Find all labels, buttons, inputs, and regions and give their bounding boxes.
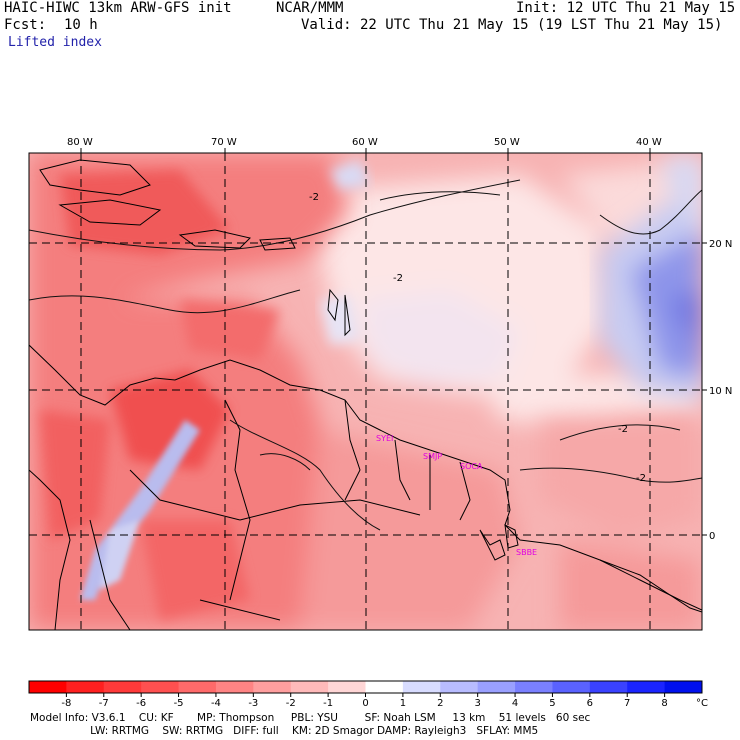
colorbar-swatch [215, 681, 254, 693]
colorbar-swatch [477, 681, 516, 693]
field-shading [29, 153, 702, 630]
station-labels: SYEI SMJP SOCA SBBE [376, 434, 537, 557]
colorbar-tick-label: -8 [61, 698, 71, 709]
forecast-hours: 10 h [64, 17, 98, 33]
contour-label: -2 [636, 473, 646, 484]
colorbar-tick-label: 6 [587, 698, 593, 709]
colorbar-swatch [365, 681, 404, 693]
colorbar-swatch [178, 681, 217, 693]
colorbar-tick-label: 5 [549, 698, 555, 709]
station-label: SYEI [376, 434, 393, 443]
model-info-line-1: Model Info: V3.6.1 CU: KF MP: Thompson P… [30, 712, 591, 724]
colorbar-swatch [290, 681, 329, 693]
contour-labels: -2 -2 -2 -2 [309, 192, 646, 484]
contour-label: -2 [393, 273, 403, 284]
colorbar-tick-label: 1 [400, 698, 406, 709]
colorbar-tick-label: -7 [99, 698, 109, 709]
colorbar: -8 -7 -6 -5 -4 -3 -2 -1 0 1 2 3 4 5 6 7 8 °C [28, 680, 708, 709]
longitude-labels: 80 W 70 W 60 W 50 W 40 W [67, 137, 662, 148]
station-label: SBBE [516, 548, 537, 557]
colorbar-tick-label: -3 [248, 698, 258, 709]
init-time: Init: 12 UTC Thu 21 May 15 [516, 0, 736, 16]
contour-label: -2 [618, 424, 628, 435]
lon-label: 70 W [211, 137, 237, 148]
colorbar-swatch [440, 681, 479, 693]
colorbar-tick-label: 2 [437, 698, 443, 709]
field-name: Lifted index [8, 35, 102, 50]
colorbar-tick-label: -6 [136, 698, 146, 709]
colorbar-unit: °C [696, 698, 708, 709]
colorbar-swatch [141, 681, 180, 693]
colorbar-tick-label: 8 [661, 698, 667, 709]
colorbar-swatch [66, 681, 105, 693]
lat-label: 0 [709, 531, 715, 542]
contour-label: -2 [309, 192, 319, 203]
colorbar-tick-label: -5 [174, 698, 184, 709]
colorbar-swatch [253, 681, 292, 693]
lat-label: 20 N [709, 239, 732, 250]
model-info-line-2: LW: RRTMG SW: RRTMG DIFF: full KM: 2D Sm… [30, 725, 539, 737]
colorbar-tick-label: -4 [211, 698, 221, 709]
colorbar-tick-label: 7 [624, 698, 630, 709]
coastlines [29, 159, 702, 630]
colorbar-swatch [515, 681, 553, 693]
organization: NCAR/MMM [276, 0, 344, 16]
model-title: HAIC-HIWC 13km ARW-GFS init [4, 0, 232, 16]
colorbar-tick-label: 0 [362, 698, 368, 709]
colorbar-swatch [402, 681, 441, 693]
colorbar-tick-label: 3 [474, 698, 480, 709]
colorbar-tick-label: 4 [512, 698, 518, 709]
colorbar-swatch [627, 681, 666, 693]
colorbar-tick-label: -1 [323, 698, 333, 709]
lon-label: 80 W [67, 137, 93, 148]
colorbar-swatch [664, 681, 703, 693]
lat-label: 10 N [709, 386, 732, 397]
latitude-labels: 20 N 10 N 0 [709, 239, 732, 542]
colorbar-swatch [328, 681, 366, 693]
colorbar-swatch [29, 681, 67, 693]
lon-label: 50 W [494, 137, 520, 148]
colorbar-swatch [103, 681, 142, 693]
colorbar-swatch [589, 681, 628, 693]
forecast-label: Fcst: [4, 17, 47, 33]
lon-label: 60 W [352, 137, 378, 148]
lon-label: 40 W [636, 137, 662, 148]
tick-marks [80, 148, 707, 536]
valid-time: Valid: 22 UTC Thu 21 May 15 (19 LST Thu … [301, 17, 723, 33]
station-label: SOCA [460, 462, 483, 471]
graticule [29, 153, 702, 630]
colorbar-tick-label: -2 [286, 698, 296, 709]
colorbar-swatch [552, 681, 591, 693]
station-label: SMJP [423, 452, 442, 461]
